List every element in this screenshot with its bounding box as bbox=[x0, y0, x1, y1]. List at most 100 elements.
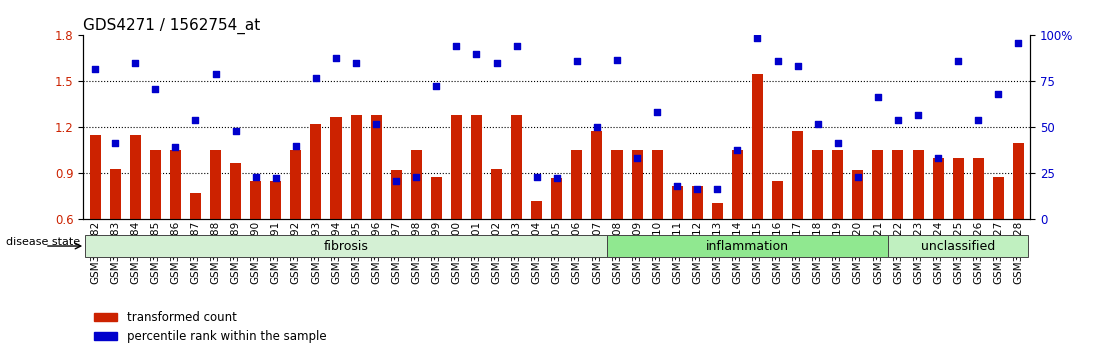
Bar bbox=[953, 158, 964, 219]
Bar bbox=[973, 158, 984, 219]
Bar bbox=[913, 150, 924, 219]
Bar bbox=[711, 202, 722, 219]
Point bbox=[749, 36, 767, 41]
Bar bbox=[110, 169, 121, 219]
Bar bbox=[691, 186, 702, 219]
Bar bbox=[211, 150, 222, 219]
Text: inflammation: inflammation bbox=[706, 240, 789, 252]
Bar bbox=[652, 150, 663, 219]
Bar bbox=[90, 135, 101, 219]
Point bbox=[628, 155, 646, 161]
Point bbox=[849, 174, 866, 179]
Point bbox=[347, 60, 365, 66]
Bar bbox=[270, 181, 281, 219]
Bar bbox=[832, 150, 843, 219]
Text: unclassified: unclassified bbox=[921, 240, 995, 252]
Bar bbox=[150, 150, 161, 219]
Bar bbox=[933, 158, 944, 219]
Text: GDS4271 / 1562754_at: GDS4271 / 1562754_at bbox=[83, 18, 260, 34]
Point bbox=[889, 117, 906, 122]
Bar bbox=[491, 169, 502, 219]
Point bbox=[166, 144, 184, 150]
Point bbox=[247, 174, 265, 179]
Point bbox=[547, 175, 565, 181]
Point bbox=[86, 66, 104, 72]
Point bbox=[1009, 40, 1027, 46]
FancyBboxPatch shape bbox=[85, 235, 607, 257]
Bar bbox=[330, 117, 341, 219]
Bar bbox=[993, 177, 1004, 219]
Point bbox=[970, 117, 987, 122]
Point bbox=[729, 148, 747, 153]
Bar bbox=[531, 201, 542, 219]
Point bbox=[428, 83, 445, 89]
Point bbox=[307, 75, 325, 81]
Point bbox=[950, 59, 967, 64]
Bar bbox=[872, 150, 883, 219]
Point bbox=[408, 174, 425, 179]
Bar bbox=[732, 150, 743, 219]
Bar bbox=[752, 74, 763, 219]
Point bbox=[668, 183, 686, 189]
Point bbox=[789, 63, 807, 69]
Bar bbox=[451, 115, 462, 219]
Point bbox=[507, 43, 525, 49]
Point bbox=[126, 60, 144, 66]
Text: disease state: disease state bbox=[6, 238, 80, 247]
Point bbox=[106, 140, 124, 145]
Point bbox=[648, 109, 666, 115]
Point bbox=[488, 60, 505, 66]
Point bbox=[869, 94, 886, 99]
Bar bbox=[250, 181, 261, 219]
Point bbox=[829, 140, 847, 145]
Point bbox=[688, 186, 706, 192]
FancyBboxPatch shape bbox=[888, 235, 1028, 257]
Bar bbox=[310, 124, 321, 219]
Bar bbox=[1013, 143, 1024, 219]
Point bbox=[568, 59, 586, 64]
Point bbox=[468, 51, 485, 57]
Bar bbox=[772, 181, 783, 219]
Bar bbox=[431, 177, 442, 219]
Bar bbox=[230, 163, 242, 219]
Bar bbox=[511, 115, 522, 219]
Point bbox=[527, 174, 545, 179]
Bar bbox=[391, 170, 402, 219]
Point bbox=[186, 117, 204, 122]
FancyBboxPatch shape bbox=[607, 235, 888, 257]
Bar bbox=[592, 131, 603, 219]
Bar bbox=[572, 150, 583, 219]
Bar bbox=[632, 150, 643, 219]
Point bbox=[809, 121, 827, 127]
Bar bbox=[370, 115, 381, 219]
Point bbox=[989, 91, 1007, 97]
Bar bbox=[552, 178, 562, 219]
Bar bbox=[812, 150, 823, 219]
Bar bbox=[671, 186, 683, 219]
Point bbox=[287, 143, 305, 149]
Bar bbox=[471, 115, 482, 219]
Point bbox=[227, 128, 245, 133]
Point bbox=[608, 57, 626, 63]
Point bbox=[448, 43, 465, 49]
Point bbox=[910, 112, 927, 118]
Bar bbox=[130, 135, 141, 219]
Point bbox=[708, 186, 726, 192]
Point bbox=[267, 175, 285, 181]
Bar bbox=[290, 150, 301, 219]
Bar bbox=[411, 150, 422, 219]
Point bbox=[367, 121, 384, 127]
Bar bbox=[892, 150, 903, 219]
Legend: transformed count, percentile rank within the sample: transformed count, percentile rank withi… bbox=[89, 307, 331, 348]
Point bbox=[588, 125, 606, 130]
Bar bbox=[350, 115, 361, 219]
Point bbox=[388, 178, 406, 184]
Bar bbox=[612, 150, 623, 219]
Text: fibrosis: fibrosis bbox=[324, 240, 369, 252]
Point bbox=[930, 155, 947, 161]
Bar bbox=[792, 131, 803, 219]
Point bbox=[146, 86, 164, 92]
Point bbox=[327, 56, 345, 61]
Bar bbox=[852, 170, 863, 219]
Bar bbox=[189, 193, 201, 219]
